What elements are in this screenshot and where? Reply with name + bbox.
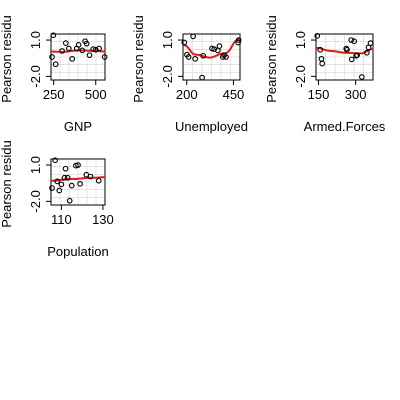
data-point bbox=[235, 39, 241, 46]
data-point bbox=[351, 38, 358, 45]
data-point bbox=[358, 74, 365, 80]
x-tick-label: 150 bbox=[308, 87, 330, 102]
data-point bbox=[56, 187, 63, 194]
x-tick-label: 130 bbox=[92, 212, 114, 227]
data-point bbox=[181, 39, 188, 46]
data-point bbox=[185, 54, 192, 60]
data-point bbox=[79, 47, 86, 54]
smooth-line bbox=[182, 37, 241, 59]
y-tick-label: 1.0 bbox=[293, 31, 308, 49]
y-tick-label: 1.0 bbox=[28, 156, 43, 174]
data-point bbox=[83, 40, 90, 47]
data-point bbox=[199, 74, 205, 81]
x-tick-label: 110 bbox=[51, 212, 72, 227]
data-point bbox=[348, 37, 355, 43]
data-point bbox=[190, 33, 196, 40]
data-point bbox=[317, 46, 324, 53]
data-point bbox=[66, 197, 73, 204]
data-point bbox=[86, 52, 93, 59]
smooth-line bbox=[50, 176, 106, 182]
data-point bbox=[354, 52, 360, 59]
data-point bbox=[367, 40, 374, 46]
y-axis-label: Pearson residu bbox=[264, 15, 279, 102]
plot-panel: 110 130 -2.0 1.0 Population Pearson residu bbox=[0, 140, 114, 259]
data-point bbox=[77, 180, 83, 187]
data-point bbox=[65, 45, 72, 52]
x-tick-label: 250 bbox=[43, 87, 65, 102]
data-point bbox=[61, 174, 68, 181]
plot-frame bbox=[182, 33, 241, 81]
y-axis-label: Pearson residu bbox=[0, 140, 14, 227]
y-tick-label: 1.0 bbox=[28, 31, 43, 49]
data-point bbox=[75, 162, 81, 168]
y-tick-label: -2.0 bbox=[160, 65, 175, 87]
y-axis-label: Pearson residu bbox=[131, 15, 146, 102]
data-point bbox=[90, 46, 97, 52]
plot-frame bbox=[50, 33, 106, 81]
plot-panel: 150 300 -2.0 1.0 Armed.Forces Pearson residu bbox=[264, 15, 386, 134]
y-tick-label: 1.0 bbox=[160, 31, 175, 49]
x-axis-label: Unemployed bbox=[175, 119, 248, 134]
plot-panel: 200 450 -2.0 1.0 Unemployed Pearson residu bbox=[131, 15, 248, 134]
y-tick-label: -2.0 bbox=[293, 65, 308, 87]
data-point bbox=[101, 54, 108, 60]
data-point bbox=[87, 173, 94, 180]
data-point bbox=[62, 40, 69, 46]
x-tick-label: 500 bbox=[85, 87, 107, 102]
x-tick-label: 200 bbox=[176, 87, 198, 102]
plot-frame bbox=[315, 33, 374, 81]
plot-panel: 250 500 -2.0 1.0 GNP Pearson residu bbox=[0, 15, 108, 134]
data-point bbox=[75, 42, 82, 48]
data-point bbox=[49, 54, 55, 60]
plot-frame bbox=[50, 158, 106, 206]
data-point bbox=[96, 45, 102, 52]
data-point bbox=[62, 165, 69, 172]
data-point bbox=[95, 177, 102, 184]
y-tick-label: -2.0 bbox=[28, 190, 43, 212]
data-point bbox=[50, 32, 57, 39]
data-point bbox=[64, 174, 71, 181]
data-point bbox=[59, 48, 65, 54]
y-axis-label: Pearson residu bbox=[0, 15, 14, 102]
data-point bbox=[348, 56, 355, 63]
x-axis-label: Armed.Forces bbox=[304, 119, 386, 134]
data-point bbox=[52, 157, 59, 164]
data-point bbox=[216, 43, 223, 49]
data-point bbox=[54, 178, 61, 185]
y-tick-label: -2.0 bbox=[28, 65, 43, 87]
data-point bbox=[192, 55, 198, 62]
data-point bbox=[200, 52, 207, 59]
data-point bbox=[68, 182, 75, 189]
data-point bbox=[235, 37, 242, 43]
data-point bbox=[211, 46, 218, 52]
data-point bbox=[49, 185, 55, 191]
data-point bbox=[319, 60, 326, 67]
data-point bbox=[344, 46, 350, 53]
data-point bbox=[69, 55, 76, 62]
data-point bbox=[52, 61, 59, 68]
x-tick-label: 450 bbox=[223, 87, 245, 102]
x-tick-label: 300 bbox=[345, 87, 367, 102]
data-point bbox=[223, 54, 229, 60]
data-point bbox=[363, 49, 370, 56]
data-point bbox=[314, 32, 321, 39]
x-axis-label: Population bbox=[47, 244, 108, 259]
data-point bbox=[58, 181, 65, 188]
data-point bbox=[92, 46, 99, 53]
x-axis-label: GNP bbox=[64, 119, 92, 134]
